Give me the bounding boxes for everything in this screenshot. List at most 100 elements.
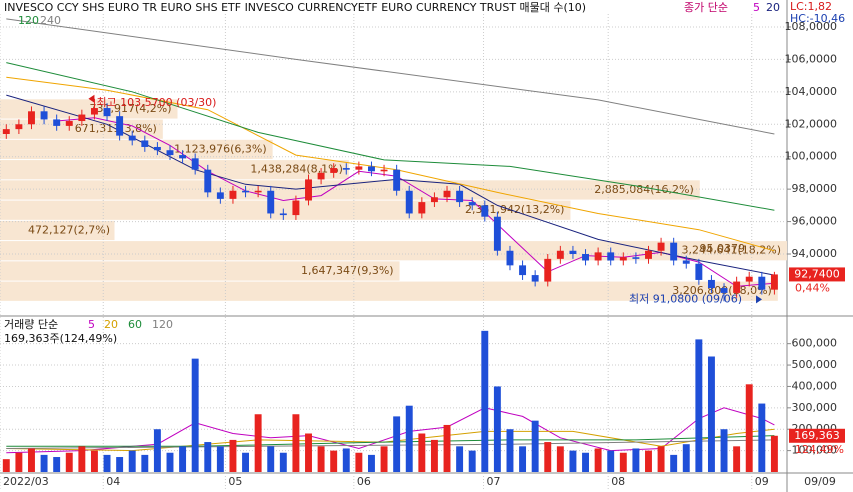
annotation-arrow xyxy=(756,295,763,304)
candle-body xyxy=(707,279,715,289)
candle-body xyxy=(216,192,224,199)
y-tick-label: 102,0000 xyxy=(785,117,838,130)
ma-line xyxy=(56,117,775,287)
volume-profile-bar xyxy=(0,261,400,281)
x-tick-label: 04 xyxy=(106,475,120,488)
volume-bar xyxy=(53,457,61,472)
candle-body xyxy=(519,265,527,276)
volume-bar xyxy=(405,405,413,472)
y-tick-label: 94,0000 xyxy=(792,247,838,260)
candle-body xyxy=(695,263,703,280)
volume-bar xyxy=(695,339,703,472)
candle-body xyxy=(393,169,401,191)
x-tick-label: 07 xyxy=(487,475,501,488)
legend-entry: 5 xyxy=(753,1,760,14)
candle-body xyxy=(78,114,86,122)
candle-body xyxy=(632,257,640,259)
candle-body xyxy=(90,108,98,115)
annotation: 최고 103,5700 (03/30) xyxy=(96,96,216,109)
volume-profile-bar xyxy=(0,220,115,241)
volume-bar xyxy=(279,452,287,472)
candle-body xyxy=(582,254,589,261)
candle-body xyxy=(166,150,174,156)
candle-body xyxy=(28,111,35,125)
candle-body xyxy=(531,275,539,282)
candle-body xyxy=(670,242,678,261)
legend-entry: 240 xyxy=(40,14,61,27)
candle-body xyxy=(53,119,61,126)
candle-body xyxy=(481,205,489,217)
volume-bar xyxy=(78,446,86,472)
volume-bar xyxy=(204,442,212,472)
ma-line xyxy=(6,439,775,449)
candle-body xyxy=(607,252,615,261)
volume-bar xyxy=(632,448,640,472)
volume-bar xyxy=(682,444,690,472)
volume-bar xyxy=(607,450,615,472)
y-tick-label: 600,000 xyxy=(792,337,838,350)
candle-body xyxy=(506,250,514,266)
volume-bar xyxy=(443,424,451,472)
volume-profile-bar xyxy=(0,139,273,160)
y-tick-label: 108,0000 xyxy=(785,20,838,33)
candle-body xyxy=(204,169,212,193)
volume-profile-label: 1,438,284(8,1%) xyxy=(250,163,343,176)
y-tick-label: 96,0000 xyxy=(792,215,838,228)
ma-line xyxy=(6,18,775,135)
volume-bar xyxy=(456,446,464,472)
x-tick-label: 09 xyxy=(755,475,769,488)
ma-label: 종가 단순 xyxy=(684,1,728,14)
candle-body xyxy=(116,116,124,136)
last-volume-box xyxy=(789,428,845,443)
volume-bar xyxy=(582,452,589,472)
candle-body xyxy=(720,288,728,293)
volume-bar xyxy=(153,429,161,472)
candle-body xyxy=(128,135,136,141)
volume-bar xyxy=(468,450,476,472)
candle-body xyxy=(355,166,363,170)
candle-body xyxy=(229,190,237,199)
candle-body xyxy=(493,216,501,251)
lc-label: HC:-10,46 xyxy=(790,12,845,25)
y-tick-label: 98,0000 xyxy=(792,182,838,195)
legend-entry: 20 xyxy=(104,318,118,331)
last-change-label: 0,44% xyxy=(795,281,830,294)
candle-body xyxy=(544,258,552,282)
candle-body xyxy=(556,250,564,259)
candle-body xyxy=(733,281,741,293)
y-tick-label: 100,000 xyxy=(792,444,838,457)
candle-body xyxy=(645,250,652,259)
volume-bar xyxy=(531,420,539,472)
candle-body xyxy=(569,250,577,254)
volume-bar xyxy=(707,356,715,472)
tooltip-text: 95,0379 xyxy=(700,242,746,255)
volume-bar xyxy=(380,446,388,472)
hc-label: LC:1,82 xyxy=(790,0,832,13)
volume-bar xyxy=(191,358,199,472)
volume-bar xyxy=(733,446,741,472)
candle-body xyxy=(40,111,48,120)
x-tick-label: 06 xyxy=(357,475,371,488)
last-price-label: 92,7400 xyxy=(794,267,840,280)
candle-body xyxy=(15,124,23,130)
volume-bar xyxy=(242,452,250,472)
volume-bar xyxy=(216,446,224,472)
volume-bar xyxy=(28,448,35,472)
volume-bar xyxy=(128,450,136,472)
candle-body xyxy=(179,155,187,159)
candle-body xyxy=(317,172,325,180)
volume-bar xyxy=(15,452,23,472)
volume-bar xyxy=(745,384,753,472)
volume-bar xyxy=(556,446,564,472)
volume-bar xyxy=(506,429,514,472)
candle-body xyxy=(468,202,476,206)
volume-bar xyxy=(758,403,766,472)
volume-bar xyxy=(430,439,438,472)
chart-title: INVESCO CCY SHS EURO TR EURO SHS ETF INV… xyxy=(4,1,586,14)
volume-bar xyxy=(770,435,778,472)
volume-bar xyxy=(65,452,73,472)
volume-profile-label: 3,244,641(18,2%) xyxy=(681,244,781,257)
volume-bar xyxy=(116,457,124,472)
volume-bar xyxy=(166,452,174,472)
